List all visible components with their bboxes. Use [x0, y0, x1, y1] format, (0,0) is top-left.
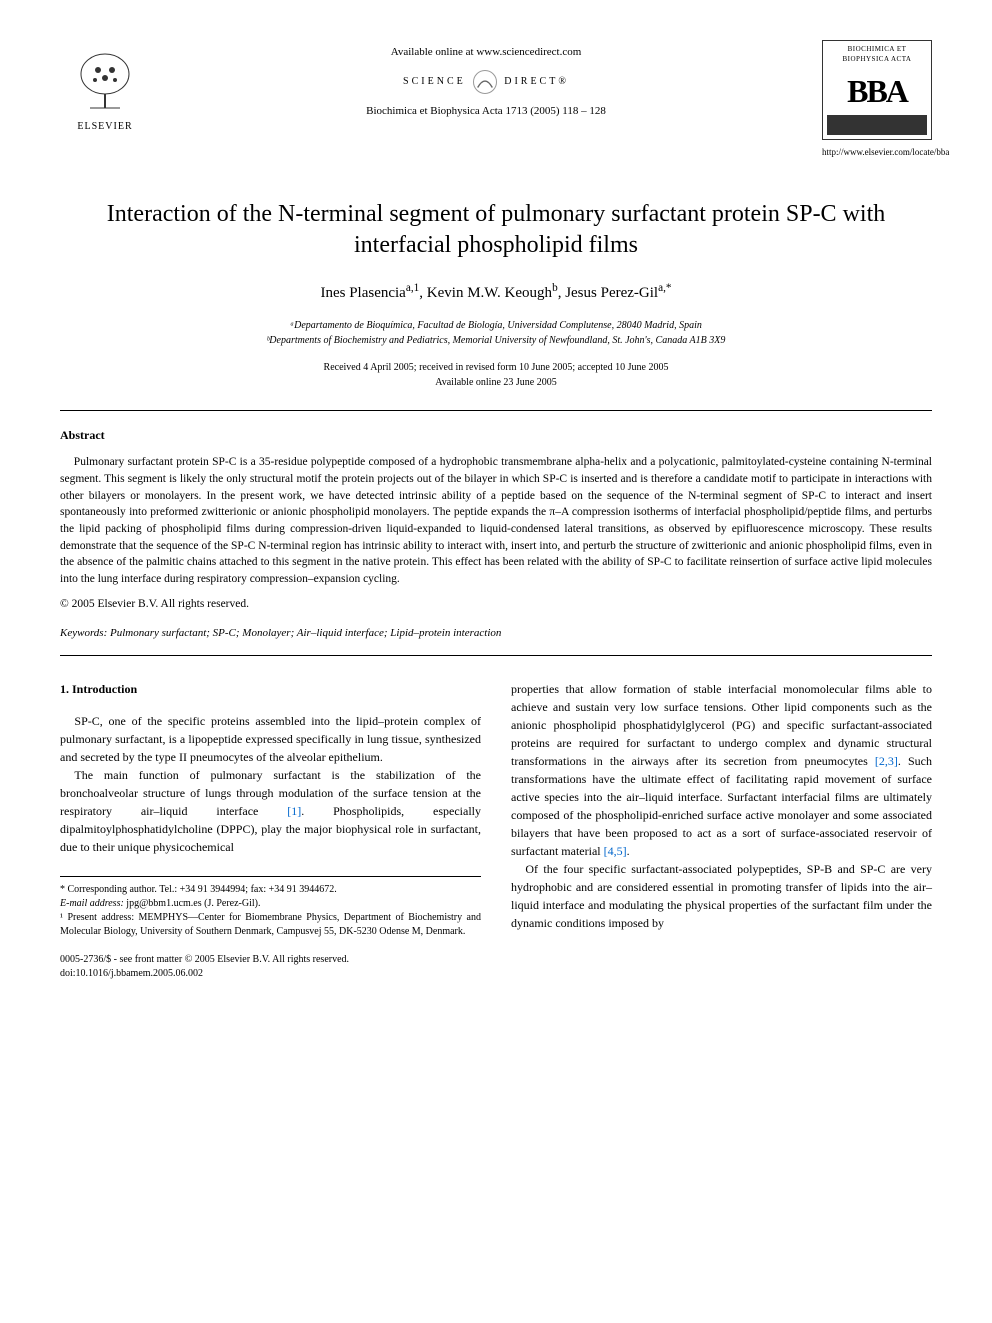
article-title: Interaction of the N-terminal segment of… — [100, 199, 892, 261]
abstract-heading: Abstract — [60, 427, 932, 444]
email-value: jpg@bbm1.ucm.es (J. Perez-Gil). — [126, 898, 260, 909]
sd-swoosh-icon — [473, 70, 497, 94]
bba-color-bar — [827, 115, 927, 135]
col2-para2: Of the four specific surfactant-associat… — [511, 860, 932, 932]
col2-para1: properties that allow formation of stabl… — [511, 680, 932, 860]
col2-p1-mid: . Such transformations have the ultimate… — [511, 754, 932, 858]
affiliations: ᵃDepartamento de Bioquímica, Facultad de… — [60, 318, 932, 348]
bba-logo: BIOCHIMICA ET BIOPHYSICA ACTA BBA http:/… — [822, 40, 932, 159]
ref-link-4-5[interactable]: [4,5] — [604, 844, 627, 858]
journal-reference: Biochimica et Biophysica Acta 1713 (2005… — [150, 104, 822, 119]
footer-meta: 0005-2736/$ - see front matter © 2005 El… — [60, 953, 481, 981]
footnotes: * Corresponding author. Tel.: +34 91 394… — [60, 876, 481, 939]
body-columns: 1. Introduction SP-C, one of the specifi… — [60, 680, 932, 981]
footnote-email: E-mail address: jpg@bbm1.ucm.es (J. Pere… — [60, 897, 481, 911]
rule-bottom — [60, 655, 932, 656]
header-row: ELSEVIER Available online at www.science… — [60, 40, 932, 159]
affiliation-a: ᵃDepartamento de Bioquímica, Facultad de… — [60, 318, 932, 333]
ref-link-2-3[interactable]: [2,3] — [875, 754, 898, 768]
bba-subtitle: BIOCHIMICA ET BIOPHYSICA ACTA — [827, 45, 927, 65]
available-online-text: Available online at www.sciencedirect.co… — [150, 45, 822, 60]
science-direct-logo: SCIENCE DIRECT® — [150, 70, 822, 94]
rule-top — [60, 410, 932, 411]
footnote-corresponding: * Corresponding author. Tel.: +34 91 394… — [60, 883, 481, 897]
dates-received: Received 4 April 2005; received in revis… — [60, 360, 932, 375]
column-right: properties that allow formation of stabl… — [511, 680, 932, 981]
bba-letters: BBA — [827, 69, 927, 114]
abstract-copyright: © 2005 Elsevier B.V. All rights reserved… — [60, 596, 932, 612]
sd-left: SCIENCE — [403, 75, 466, 89]
elsevier-logo: ELSEVIER — [60, 40, 150, 140]
col2-p1-pre: properties that allow formation of stabl… — [511, 682, 932, 768]
col1-para1: SP-C, one of the specific proteins assem… — [60, 712, 481, 766]
col1-para2: The main function of pulmonary surfactan… — [60, 766, 481, 856]
keywords-list: Pulmonary surfactant; SP-C; Monolayer; A… — [110, 627, 501, 639]
footnote-present-address: ¹ Present address: MEMPHYS—Center for Bi… — [60, 911, 481, 939]
section-1-heading: 1. Introduction — [60, 680, 481, 698]
column-left: 1. Introduction SP-C, one of the specifi… — [60, 680, 481, 981]
header-center: Available online at www.sciencedirect.co… — [150, 40, 822, 120]
affiliation-b: ᵇDepartments of Biochemistry and Pediatr… — [60, 333, 932, 348]
keywords: Keywords: Pulmonary surfactant; SP-C; Mo… — [60, 626, 932, 641]
abstract-text: Pulmonary surfactant protein SP-C is a 3… — [60, 454, 932, 587]
elsevier-tree-icon — [70, 46, 140, 116]
journal-url: http://www.elsevier.com/locate/bba — [822, 146, 932, 159]
dates-online: Available online 23 June 2005 — [60, 375, 932, 390]
sd-right: DIRECT® — [504, 75, 569, 89]
email-label: E-mail address: — [60, 898, 124, 909]
authors: Ines Plasenciaa,1, Kevin M.W. Keoughb, J… — [60, 281, 932, 304]
elsevier-name: ELSEVIER — [77, 120, 132, 134]
footer-line1: 0005-2736/$ - see front matter © 2005 El… — [60, 953, 481, 967]
col2-p1-post: . — [627, 844, 630, 858]
article-dates: Received 4 April 2005; received in revis… — [60, 360, 932, 390]
ref-link-1[interactable]: [1] — [287, 804, 301, 818]
footer-line2: doi:10.1016/j.bbamem.2005.06.002 — [60, 967, 481, 981]
bba-box: BIOCHIMICA ET BIOPHYSICA ACTA BBA — [822, 40, 932, 140]
keywords-label: Keywords: — [60, 627, 107, 639]
